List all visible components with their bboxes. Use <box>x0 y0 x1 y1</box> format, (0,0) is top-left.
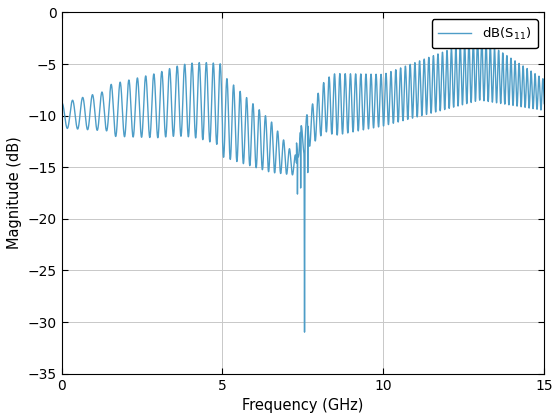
dB(S$_{11}$) <box>83 121 90 126</box>
dB(S$_{11}$) <box>301 330 308 335</box>
dB(S$_{11}$) <box>474 37 481 42</box>
dB(S$_{11}$) <box>344 126 351 131</box>
dB(S$_{11}$) <box>365 126 372 131</box>
Y-axis label: Magnitude (dB): Magnitude (dB) <box>7 136 22 249</box>
Line: dB(S$_{11}$): dB(S$_{11}$) <box>62 39 544 332</box>
dB(S$_{11}$) <box>442 98 449 103</box>
dB(S$_{11}$) <box>416 58 423 63</box>
dB(S$_{11}$) <box>233 157 240 162</box>
X-axis label: Frequency (GHz): Frequency (GHz) <box>242 398 363 413</box>
dB(S$_{11}$) <box>541 101 548 106</box>
Legend: dB(S$_{11}$): dB(S$_{11}$) <box>432 19 538 48</box>
dB(S$_{11}$) <box>59 101 66 106</box>
